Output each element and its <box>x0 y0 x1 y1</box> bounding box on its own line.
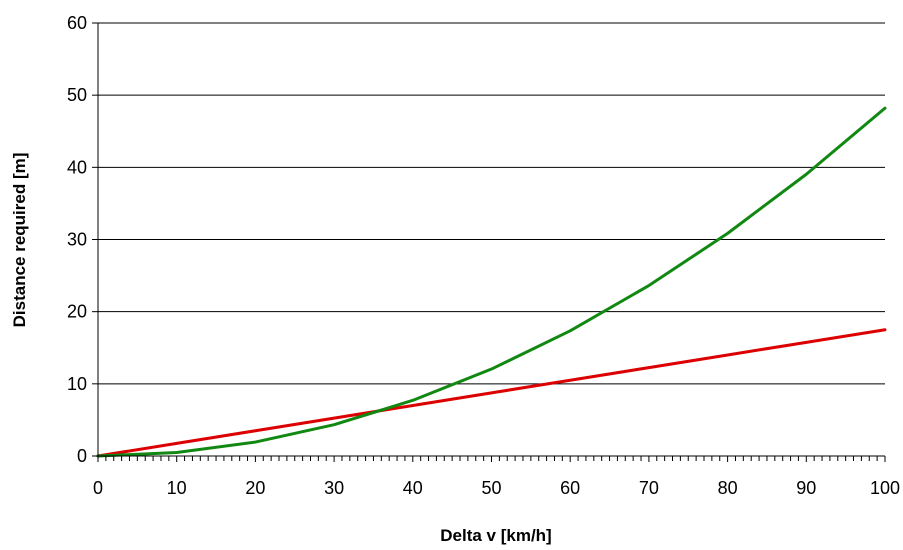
x-tick-label: 60 <box>560 478 580 498</box>
series-lines <box>96 106 887 458</box>
axis-ticks <box>92 22 886 462</box>
x-tick-label: 100 <box>870 478 900 498</box>
y-tick-label: 0 <box>77 446 87 466</box>
x-tick-label: 40 <box>403 478 423 498</box>
x-tick-label: 20 <box>245 478 265 498</box>
x-axis-title: Delta v [km/h] <box>440 526 551 545</box>
y-tick-label: 20 <box>67 302 87 322</box>
x-tick-label: 80 <box>718 478 738 498</box>
y-tick-label: 10 <box>67 374 87 394</box>
x-tick-label: 0 <box>93 478 103 498</box>
gridlines <box>98 22 885 385</box>
y-tick-label: 60 <box>67 13 87 33</box>
y-axis-title: Distance required [m] <box>10 153 29 328</box>
x-tick-label: 30 <box>324 478 344 498</box>
series-line-2 <box>96 106 887 458</box>
x-tick-label: 70 <box>639 478 659 498</box>
series-line-1 <box>96 328 887 458</box>
x-tick-label: 10 <box>167 478 187 498</box>
y-tick-label: 40 <box>67 157 87 177</box>
y-tick-label: 30 <box>67 230 87 250</box>
y-tick-label: 50 <box>67 85 87 105</box>
tick-labels: 0 10 20 30 40 50 60 0 10 20 30 40 50 60 70 80 90 100 <box>67 13 900 498</box>
x-tick-label: 90 <box>796 478 816 498</box>
x-tick-label: 50 <box>481 478 501 498</box>
